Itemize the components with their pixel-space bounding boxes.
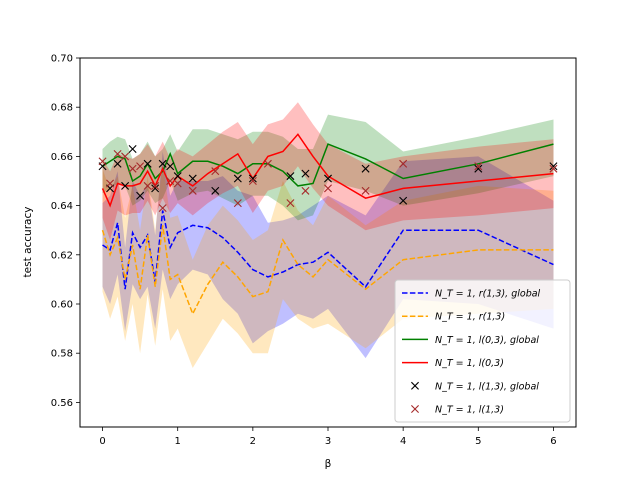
legend-box	[394, 279, 571, 423]
confidence-bands	[102, 102, 554, 368]
legend: N_T = 1, r(1,3), global N_T = 1, r(1,3) N_…	[394, 279, 571, 423]
x-axis-label: β	[325, 458, 332, 470]
legend-entry: N_T = 1, l(0,3)	[402, 358, 504, 369]
marker-series-0	[136, 191, 145, 200]
marker-series-0	[121, 181, 130, 190]
marker-series-0	[324, 174, 332, 183]
marker-series-0	[301, 169, 310, 178]
marker-series-1	[136, 162, 145, 171]
x-tick-label: 3	[325, 436, 331, 447]
marker-series-0	[211, 186, 220, 195]
marker-series-1	[173, 179, 182, 188]
marker-series-1	[399, 159, 408, 168]
x-tick-label: 0	[99, 436, 105, 447]
y-tick-label: 0.68	[51, 103, 73, 114]
marker-series-1	[121, 152, 130, 161]
marker-series-0	[113, 159, 122, 168]
line-series-0	[102, 210, 554, 290]
band-series-1	[102, 161, 554, 368]
marker-series-1	[361, 186, 370, 195]
legend-entry: N_T = 1, r(1,3), global	[402, 289, 541, 300]
legend-label: N_T = 1, l(0,3), global	[435, 335, 539, 346]
marker-series-1	[286, 199, 295, 208]
marker-series-0	[399, 196, 408, 205]
marker-series-0	[361, 164, 370, 173]
y-tick-label: 0.62	[51, 250, 73, 261]
marker-series-1	[188, 186, 197, 195]
marker-series-1	[233, 199, 242, 208]
marker-series-0	[151, 184, 160, 193]
y-tick-label: 0.66	[51, 152, 73, 163]
legend-entry: N_T = 1, l(1,3), global	[411, 381, 539, 392]
y-axis-ticks: 0.56 0.58 0.60 0.62 0.64 0.66 0.68 0.70	[51, 54, 80, 409]
marker-series-1	[106, 179, 115, 188]
marker-series-1	[113, 149, 122, 158]
marker-series-1	[166, 177, 175, 185]
legend-label: N_T = 1, r(1,3), global	[435, 289, 541, 300]
x-axis-ticks: 0 1 2 3 4 5 6	[99, 427, 557, 447]
legend-label: N_T = 1, l(1,3), global	[435, 381, 539, 392]
x-tick-label: 1	[175, 436, 181, 447]
marker-series-0	[143, 159, 152, 168]
y-tick-label: 0.70	[51, 54, 73, 65]
marker-series-1	[143, 181, 152, 190]
marker-series-1	[211, 167, 220, 176]
marker-series-1	[263, 159, 272, 168]
y-axis-label: test accuracy	[22, 207, 34, 278]
legend-label: N_T = 1, l(1,3)	[435, 405, 504, 416]
marker-series-0	[166, 162, 175, 171]
marker-series-1	[474, 162, 483, 171]
x-tick-label: 5	[475, 436, 481, 447]
band-series-2	[102, 114, 554, 221]
legend-entry: N_T = 1, l(1,3)	[411, 405, 504, 416]
marker-series-0	[188, 174, 197, 183]
line-series-1	[101, 225, 554, 316]
legend-label: N_T = 1, l(0,3)	[435, 358, 504, 369]
legend-entry: N_T = 1, l(0,3), global	[402, 335, 539, 346]
y-tick-label: 0.64	[51, 201, 73, 212]
scatter-markers	[98, 145, 558, 213]
y-tick-label: 0.60	[51, 300, 73, 311]
marker-series-1	[128, 164, 137, 173]
band-series-0	[102, 151, 554, 359]
marker-series-0	[128, 145, 137, 154]
marker-series-1	[248, 177, 257, 185]
marker-series-1	[158, 204, 167, 213]
marker-series-0	[248, 174, 257, 183]
legend-swatch	[411, 405, 419, 413]
legend-swatch	[411, 381, 419, 390]
marker-series-1	[98, 157, 107, 166]
x-tick-label: 4	[400, 436, 406, 447]
x-tick-label: 2	[250, 436, 256, 447]
marker-series-0	[474, 164, 483, 173]
band-series-3	[102, 102, 554, 240]
line-series-2	[102, 143, 554, 187]
marker-series-0	[173, 172, 182, 181]
y-tick-label: 0.56	[51, 398, 73, 409]
marker-series-0	[549, 162, 558, 171]
marker-series-0	[286, 172, 295, 181]
marker-series-1	[549, 164, 558, 173]
marker-series-1	[151, 181, 160, 190]
legend-label: N_T = 1, r(1,3)	[435, 312, 505, 323]
series-lines	[101, 133, 554, 316]
legend-entry: N_T = 1, r(1,3)	[402, 312, 505, 323]
marker-series-0	[158, 159, 167, 168]
marker-series-1	[301, 186, 310, 195]
marker-series-0	[233, 174, 242, 183]
x-tick-label: 6	[550, 436, 556, 447]
y-tick-label: 0.58	[51, 349, 73, 360]
line-series-3	[101, 133, 554, 208]
marker-series-1	[324, 184, 332, 193]
